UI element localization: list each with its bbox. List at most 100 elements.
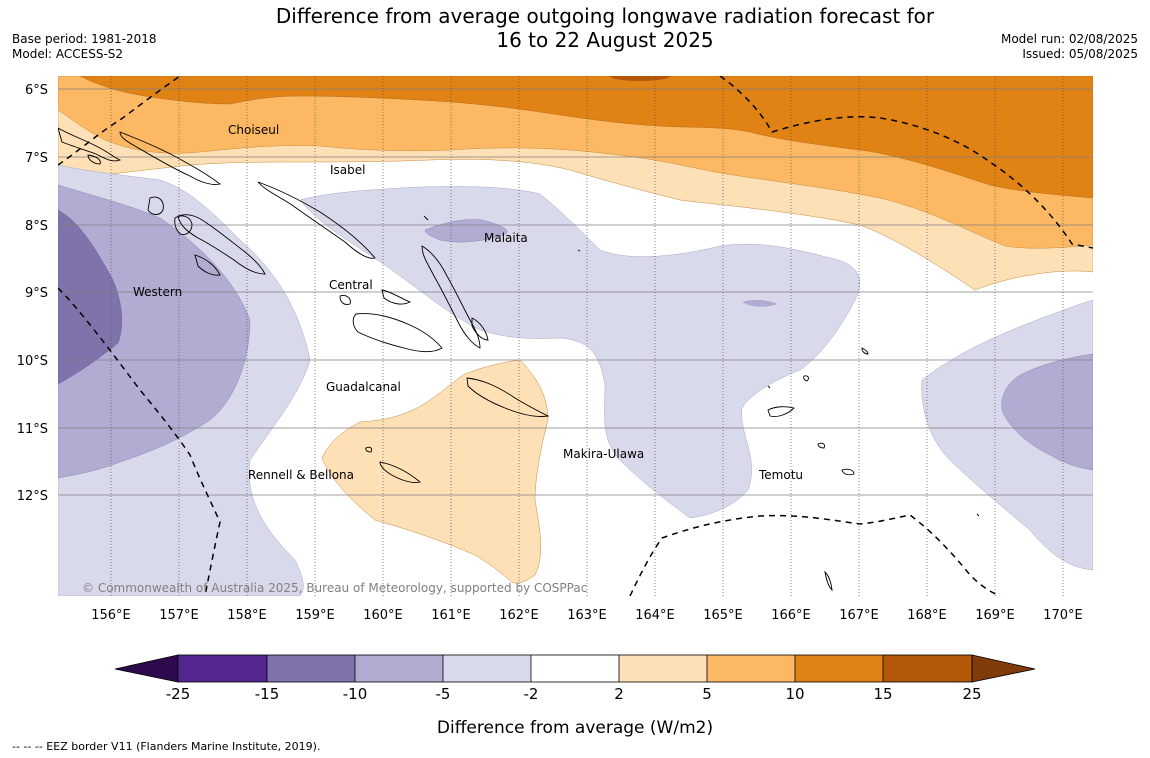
longitude-labels: 156°E 157°E 158°E 159°E 160°E 161°E 162°… [91, 608, 1083, 623]
region-labels: Choiseul Isabel Malaita Western Central … [133, 123, 803, 482]
colorbar-segment [443, 655, 531, 682]
lon-label: 158°E [227, 608, 267, 623]
colorbar-segment [795, 655, 883, 682]
lat-label: 12°S [17, 489, 48, 504]
island-shortland [87, 154, 101, 165]
lon-label: 166°E [771, 608, 811, 623]
contour-neg5-neg10-spot [742, 299, 778, 307]
island-fataka [767, 385, 771, 389]
colorbar-tick: -25 [166, 685, 191, 703]
lon-label: 168°E [907, 608, 947, 623]
region-label-choiseul: Choiseul [228, 123, 279, 137]
island-utupua [817, 442, 825, 449]
lat-label: 7°S [25, 151, 48, 166]
colorbar-segment [707, 655, 795, 682]
coastlines [58, 127, 980, 592]
colorbar-segment [619, 655, 707, 682]
island-santa-cruz [767, 406, 795, 417]
colorbar-segment [883, 655, 972, 682]
copyright-notice: © Commonwealth of Australia 2025, Bureau… [82, 581, 587, 595]
island-choiseul [119, 131, 222, 185]
island-duff [861, 347, 869, 355]
lon-label: 163°E [567, 608, 607, 623]
island-florida [381, 289, 412, 305]
lat-label: 10°S [17, 354, 48, 369]
colorbar-tick: -2 [524, 685, 539, 703]
island-vanikoro [841, 468, 855, 476]
island-ontong [423, 215, 429, 221]
contour-neg5-neg10-west [58, 184, 251, 479]
colorbar-tick: -5 [436, 685, 451, 703]
model-run: Model run: 02/08/2025 [1000, 32, 1138, 46]
island-malaita [421, 245, 481, 349]
colorbar-segment [267, 655, 355, 682]
island-bellona [365, 446, 373, 453]
region-label-central: Central [329, 278, 373, 292]
colorbar-tick: -10 [343, 685, 368, 703]
colorbar-segment [531, 655, 619, 682]
lon-label: 169°E [975, 608, 1015, 623]
lon-label: 162°E [499, 608, 539, 623]
island-rendova [194, 254, 221, 276]
island-anuta [824, 570, 833, 592]
island-vella [174, 215, 193, 235]
eez-border-nw [58, 76, 181, 166]
island-new-georgia [177, 214, 266, 275]
island-reef-islands [803, 375, 809, 382]
island-makira [466, 377, 550, 417]
title-line-2: 16 to 22 August 2025 [496, 28, 714, 52]
lon-label: 159°E [295, 608, 335, 623]
model-name: Model: ACCESS-S2 [12, 47, 124, 61]
contour-2-5-south [321, 359, 549, 584]
region-label-makira-ulawa: Makira-Ulawa [563, 447, 644, 461]
region-label-western: Western [133, 285, 182, 299]
eez-border-ne [719, 76, 1093, 249]
contour-neg10-neg15-west [58, 209, 123, 385]
lon-label: 160°E [363, 608, 403, 623]
title-line-1: Difference from average outgoing longwav… [275, 4, 935, 28]
island-kolombangara [147, 196, 164, 215]
lat-label: 11°S [17, 422, 48, 437]
colorbar-tick: 15 [873, 685, 892, 703]
colorbar-tick: 25 [962, 685, 981, 703]
colorbar-segment [178, 655, 267, 682]
eez-border-west [58, 287, 221, 596]
lon-label: 164°E [635, 608, 675, 623]
colorbar-extend-high [971, 654, 1036, 683]
lat-label: 6°S [25, 83, 48, 98]
contour-neg2-neg5-central [299, 186, 860, 519]
island-isabel [257, 181, 376, 259]
contour-15-25 [610, 76, 670, 81]
eez-border-south [629, 514, 1001, 596]
island-russell [339, 295, 351, 305]
meta-left: Base period: 1981-2018 Model: ACCESS-S2 [12, 32, 157, 62]
latitude-labels: 6°S 7°S 8°S 9°S 10°S 11°S 12°S [17, 83, 48, 504]
colorbar-tick: 10 [785, 685, 804, 703]
issued-date: Issued: 05/08/2025 [1022, 47, 1138, 61]
island-guadalcanal [352, 313, 443, 353]
region-label-malaita: Malaita [484, 231, 528, 245]
colorbar-tick: 5 [702, 685, 712, 703]
map-panel: Choiseul Isabel Malaita Western Central … [58, 76, 1093, 596]
meta-right: Model run: 02/08/2025 Issued: 05/08/2025 [1001, 32, 1138, 62]
colorbar-segment [355, 655, 443, 682]
base-period: Base period: 1981-2018 [12, 32, 157, 46]
region-label-temotu: Temotu [758, 468, 803, 482]
island-small-malaita [471, 317, 489, 341]
eez-legend: -- -- -- EEZ border V11 (Flanders Marine… [12, 740, 321, 753]
lat-label: 9°S [25, 286, 48, 301]
colorbar: -25 -15 -10 -5 -2 2 5 10 15 25 [114, 654, 1036, 703]
island-tikopia [976, 513, 980, 517]
lon-label: 170°E [1043, 608, 1083, 623]
colorbar-tick: -15 [255, 685, 280, 703]
chart-title: Difference from average outgoing longwav… [240, 4, 970, 52]
island-rennell [379, 461, 421, 483]
lon-label: 156°E [91, 608, 131, 623]
lon-label: 167°E [839, 608, 879, 623]
latitude-gridlines [58, 88, 1093, 496]
lon-label: 157°E [159, 608, 199, 623]
island-sikaiana [577, 249, 581, 252]
island-bougainville [58, 127, 122, 162]
colorbar-extend-low [114, 654, 179, 683]
